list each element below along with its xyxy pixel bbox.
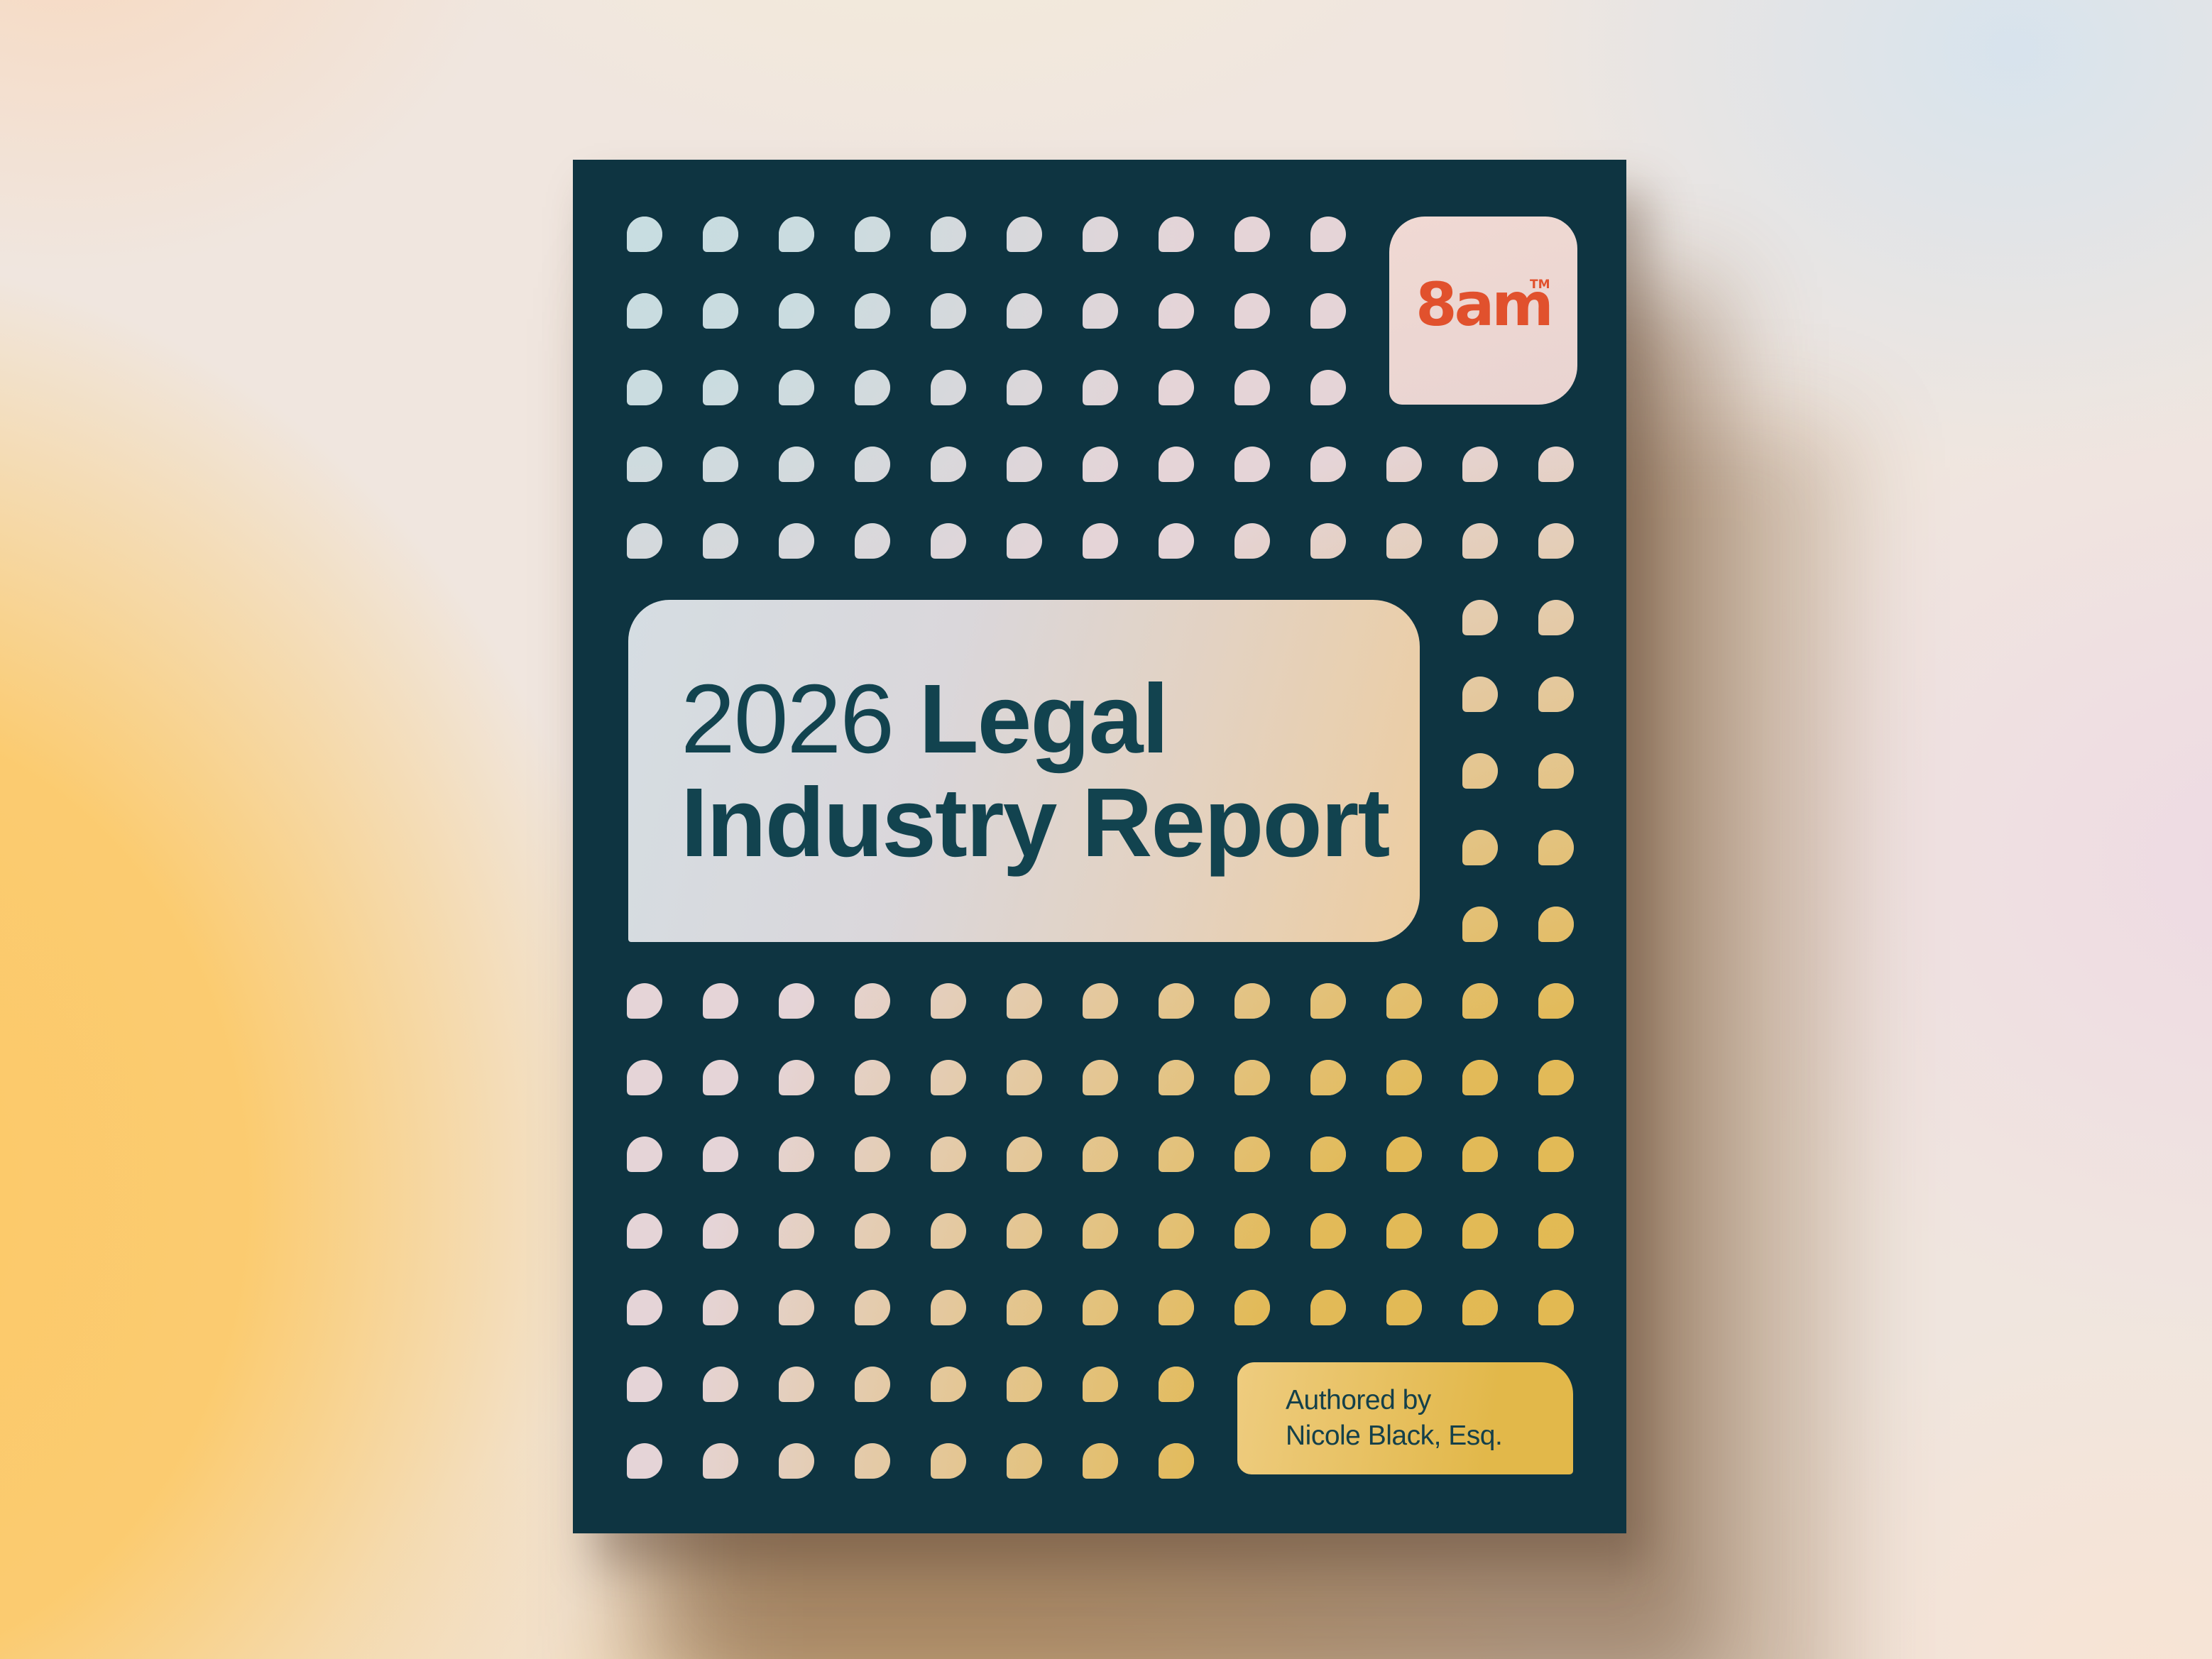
author-name: Nicole Black, Esq. bbox=[1286, 1420, 1503, 1451]
report-title-bold1: Legal bbox=[919, 664, 1168, 774]
author-byline: Authored by bbox=[1286, 1385, 1431, 1416]
brand-wordmark: 8am bbox=[1416, 269, 1554, 339]
trademark-symbol: TM bbox=[1530, 278, 1550, 292]
brand-logo-tile: 8am TM bbox=[1389, 217, 1577, 405]
author-tile: Authored by Nicole Black, Esq. bbox=[1237, 1362, 1573, 1474]
report-title-line1: 2026 Legal bbox=[681, 667, 1420, 771]
report-title-year: 2026 bbox=[681, 664, 919, 774]
report-title-line2: Industry Report bbox=[681, 768, 1390, 877]
title-panel: 2026 Legal Industry Report bbox=[628, 600, 1420, 942]
report-cover: 8am TM 2026 Legal Industry Report Author… bbox=[573, 160, 1626, 1533]
